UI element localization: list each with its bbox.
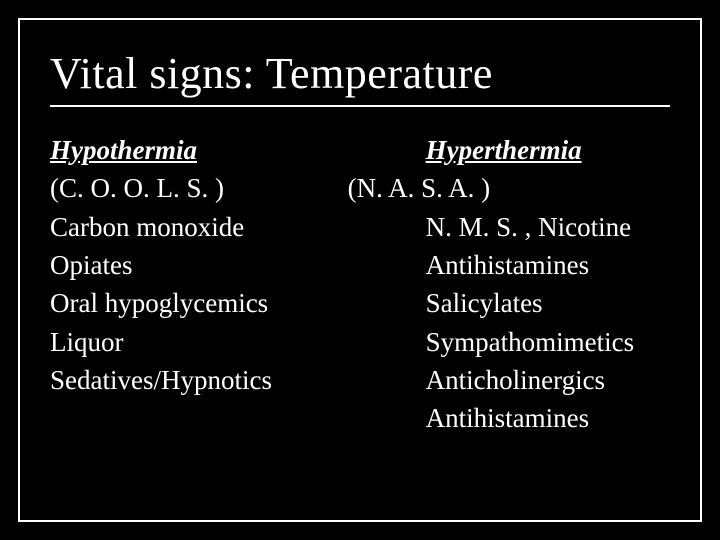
- hyperthermia-item: N. M. S. , Nicotine: [348, 208, 670, 246]
- hypothermia-item: Liquor: [50, 327, 124, 357]
- hyperthermia-item: Sympathomimetics: [348, 323, 670, 361]
- hyperthermia-item: Salicylates: [348, 284, 670, 322]
- left-column: Hypothermia (C. O. O. L. S. ) Carbon mon…: [50, 131, 348, 438]
- slide-title: Vital signs: Temperature: [50, 48, 670, 107]
- hypothermia-heading: Hypothermia: [50, 135, 197, 165]
- hypothermia-item: Oral hypoglycemics: [50, 288, 268, 318]
- slide-outer-frame: Vital signs: Temperature Hypothermia (C.…: [0, 0, 720, 540]
- hyperthermia-item: Antihistamines: [348, 246, 670, 284]
- hypothermia-item: Sedatives/Hypnotics: [50, 365, 272, 395]
- hyperthermia-acronym: (N. A. S. A. ): [348, 169, 670, 207]
- hypothermia-item: Carbon monoxide: [50, 212, 244, 242]
- hypothermia-item: Opiates: [50, 250, 132, 280]
- right-column: Hyperthermia (N. A. S. A. ) N. M. S. , N…: [348, 131, 670, 438]
- content-columns: Hypothermia (C. O. O. L. S. ) Carbon mon…: [50, 131, 670, 438]
- hyperthermia-item: Antihistamines: [348, 399, 670, 437]
- hypothermia-acronym: (C. O. O. L. S. ): [50, 169, 348, 207]
- hyperthermia-item: Anticholinergics: [348, 361, 670, 399]
- hyperthermia-heading: Hyperthermia: [426, 135, 582, 165]
- slide-inner-frame: Vital signs: Temperature Hypothermia (C.…: [18, 18, 702, 522]
